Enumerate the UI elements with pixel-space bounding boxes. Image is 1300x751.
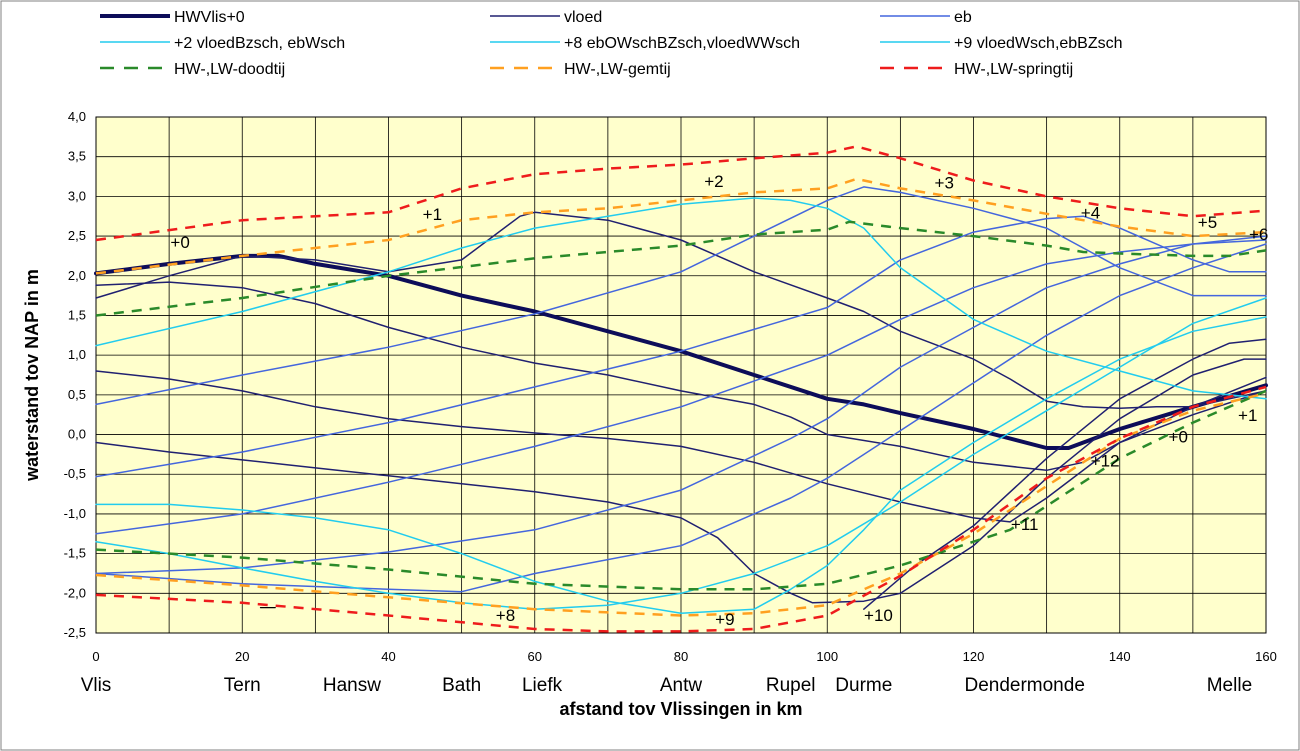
x-tick-label: 60 xyxy=(528,649,542,664)
legend-label: eb xyxy=(954,9,972,26)
x-tick-label: 120 xyxy=(963,649,985,664)
curve-annotation: +11 xyxy=(1011,515,1039,534)
curve-annotation: +2 xyxy=(704,172,723,191)
series-line-11 xyxy=(95,197,1267,400)
chart-legend: HWVlis+0 vloed eb +2 vloedBzsch, ebWsch +8 e… xyxy=(100,9,1123,78)
x-tick-label: 100 xyxy=(816,649,838,664)
place-label: Liefk xyxy=(522,675,563,696)
y-tick-label: -1,5 xyxy=(64,546,86,561)
y-axis-title: waterstand tov NAP in m xyxy=(22,269,42,482)
curve-annotation: +9 xyxy=(715,610,734,629)
place-labels: Vlis Tern Hansw Bath Liefk Antw Rupel Durme Dend… xyxy=(81,675,1252,696)
place-label: Bath xyxy=(442,675,481,696)
curve-annotation: +1 xyxy=(423,205,442,224)
y-tick-label: -2,5 xyxy=(64,625,86,640)
series-line-0 xyxy=(94,253,1268,450)
y-tick-label: 4,0 xyxy=(68,109,86,124)
y-tick-label: -0,5 xyxy=(64,466,86,481)
place-label: Rupel xyxy=(766,675,816,696)
legend-label: HWVlis+0 xyxy=(174,9,245,26)
curve-annotation: +0 xyxy=(1169,427,1188,446)
x-axis-title: afstand tov Vlissingen in km xyxy=(559,699,802,719)
curve-annotation: +10 xyxy=(864,606,893,625)
y-tick-label: 0,0 xyxy=(68,427,86,442)
axis-ticks: -2,5 -2,0 -1,5 -1,0 -0,5 0,0 0,5 1,0 1,5 2,0 2,5 3,… xyxy=(64,109,1277,664)
series-layer xyxy=(94,145,1268,633)
grid-lines xyxy=(96,116,1266,634)
curve-annotation: +12 xyxy=(1091,451,1120,470)
curve-annotation: +8 xyxy=(496,606,515,625)
y-tick-label: -2,0 xyxy=(64,585,86,600)
curve-annotation: +1 xyxy=(1238,406,1257,425)
curve-annotation: +5 xyxy=(1198,213,1217,232)
x-tick-label: 40 xyxy=(381,649,395,664)
legend-label: vloed xyxy=(564,9,602,26)
series-line-8 xyxy=(95,239,1267,535)
x-tick-label: 20 xyxy=(235,649,249,664)
curve-annotation: +4 xyxy=(1081,204,1100,223)
y-tick-label: 1,0 xyxy=(68,347,86,362)
series-line-19 xyxy=(95,385,1267,633)
series-line-15 xyxy=(95,177,1267,275)
place-label: Hansw xyxy=(323,675,381,696)
series-line-6 xyxy=(95,186,1267,406)
curve-annotation: +0 xyxy=(170,233,189,252)
y-tick-label: -1,0 xyxy=(64,506,86,521)
curve-annotation: +3 xyxy=(935,173,954,192)
curve-annotation: +6 xyxy=(1249,225,1268,244)
x-tick-label: 160 xyxy=(1255,649,1277,664)
annotation-layer: +0 +1 +2 +3 +4 +5 +6 +1 +0 +12 +11 +10 +9 +8 xyxy=(170,172,1268,629)
series-line-18 xyxy=(95,392,1267,617)
series-line-4 xyxy=(95,211,1267,410)
y-tick-label: 2,5 xyxy=(68,228,86,243)
series-line-13 xyxy=(95,297,1267,610)
x-tick-label: 140 xyxy=(1109,649,1131,664)
series-line-16 xyxy=(95,145,1267,242)
y-tick-label: 1,5 xyxy=(68,307,86,322)
place-label: Durme xyxy=(835,675,892,696)
series-line-7 xyxy=(95,215,1267,478)
series-line-14 xyxy=(95,220,1267,317)
legend-label: HW-,LW-doodtij xyxy=(174,61,285,78)
y-tick-label: 2,0 xyxy=(68,268,86,283)
y-tick-label: 0,5 xyxy=(68,387,86,402)
legend-label: +8 ebOWschBZsch,vloedWWsch xyxy=(564,35,800,52)
place-label: Tern xyxy=(224,675,261,696)
place-label: Dendermonde xyxy=(964,675,1084,696)
x-tick-label: 0 xyxy=(92,649,99,664)
place-label: Antw xyxy=(660,675,703,696)
legend-label: HW-,LW-gemtij xyxy=(564,61,671,78)
legend-label: HW-,LW-springtij xyxy=(954,61,1073,78)
place-label: Melle xyxy=(1207,675,1252,696)
legend-label: +9 vloedWsch,ebBZsch xyxy=(954,35,1123,52)
series-line-12 xyxy=(95,316,1267,614)
series-line-2 xyxy=(95,370,1267,523)
y-tick-label: 3,5 xyxy=(68,149,86,164)
legend-label: +2 vloedBzsch, ebWsch xyxy=(174,35,345,52)
series-line-10 xyxy=(95,243,1267,593)
y-tick-label: 3,0 xyxy=(68,188,86,203)
place-label: Vlis xyxy=(81,675,112,696)
x-tick-label: 80 xyxy=(674,649,688,664)
series-line-9 xyxy=(95,235,1267,575)
